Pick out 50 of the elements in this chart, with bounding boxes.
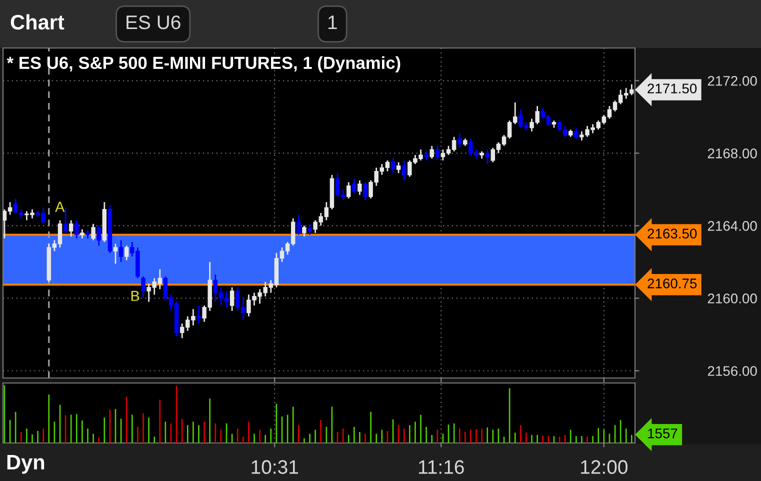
text: Dyn	[7, 455, 44, 474]
candlestick	[574, 127, 578, 140]
candlestick	[113, 243, 118, 264]
candlestick	[91, 223, 96, 241]
ref-line-label: 2160.75	[648, 278, 697, 288]
candlestick	[86, 228, 90, 240]
candlestick	[68, 220, 74, 238]
text: 1	[328, 16, 337, 30]
candlestick	[485, 148, 490, 165]
candlestick	[124, 244, 129, 261]
text: 1557	[648, 428, 678, 438]
ref-line-label: 2163.50	[648, 228, 697, 238]
candlestick	[424, 150, 428, 162]
text: Chart	[10, 14, 64, 30]
candlestick	[63, 206, 68, 234]
candlestick	[346, 181, 351, 200]
text: ES U6	[126, 15, 180, 30]
candlestick	[457, 132, 462, 148]
candlestick	[80, 228, 84, 240]
y-tick-label: 2164.00	[708, 221, 757, 231]
candlestick	[358, 180, 362, 196]
candlestick	[118, 240, 124, 263]
candlestick	[296, 214, 301, 236]
annotation: 2171.50	[648, 84, 697, 94]
candlestick	[402, 160, 406, 182]
candlestick	[435, 145, 440, 162]
candlestick	[74, 220, 79, 240]
candlestick	[352, 178, 356, 194]
annotation: B	[131, 290, 140, 301]
candlestick	[396, 162, 401, 174]
y-tick-label: 2160.00	[708, 294, 757, 304]
candlestick	[196, 304, 201, 324]
candlestick	[363, 181, 368, 202]
x-tick-label: 11:16	[418, 460, 464, 474]
y-tick-label: 2156.00	[708, 366, 757, 376]
candlestick	[430, 145, 434, 160]
candlestick	[230, 286, 234, 312]
candlestick	[13, 198, 18, 214]
y-tick-label: 2168.00	[708, 148, 757, 158]
candlestick	[141, 276, 146, 299]
chart-title: * ES U6, S&P 500 E-MINI FUTURES, 1 (Dynamic)	[6, 56, 400, 72]
annotation: A	[55, 202, 65, 212]
candlestick	[19, 208, 24, 220]
candlestick	[390, 158, 396, 174]
y-tick-label: 2172.00	[708, 76, 757, 86]
x-tick-label: 12:00	[581, 460, 628, 474]
candlestick	[308, 223, 312, 236]
candlestick	[302, 224, 306, 238]
candlestick	[96, 224, 101, 246]
x-tick-label: 10:31	[252, 460, 298, 474]
